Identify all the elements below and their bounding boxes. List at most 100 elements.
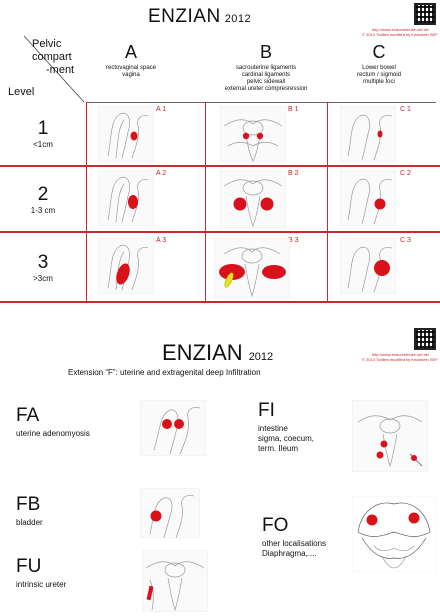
column-desc-a-1: rectovaginal space bbox=[105, 65, 157, 71]
enzian-title-text: ENZIAN bbox=[148, 6, 221, 27]
cell-code-b2: B 2 bbox=[288, 170, 299, 177]
col-divider-1 bbox=[86, 102, 87, 301]
cell-code-b1: B 1 bbox=[288, 106, 299, 113]
cell-code-b3: B 3 bbox=[288, 237, 299, 244]
desc-fi-3: term. Ileum bbox=[258, 444, 299, 453]
illustration-c1 bbox=[340, 106, 396, 162]
lesion-c3 bbox=[374, 260, 390, 276]
cell-code-a3: A 3 bbox=[156, 237, 167, 244]
level-size-1: <1cm bbox=[33, 140, 53, 149]
illustration-b1 bbox=[220, 106, 286, 162]
lesion-a3 bbox=[116, 263, 130, 285]
illustration-fa bbox=[140, 400, 206, 456]
lesion-c1 bbox=[377, 130, 383, 138]
source-url-bottom: http://www.endometriose-sef.de/ bbox=[372, 352, 430, 357]
column-header-b: B sacrouterine ligaments cardinal ligame… bbox=[210, 42, 322, 93]
desc-fo-2: Diaphragma,.... bbox=[262, 549, 317, 558]
illustration-b3 bbox=[214, 238, 290, 298]
lesion-c2 bbox=[374, 198, 386, 210]
corner-line-3: -ment bbox=[46, 64, 75, 76]
enzian-year-bottom: 2012 bbox=[248, 351, 274, 363]
column-desc-b-4: external ureter compresression bbox=[224, 86, 308, 92]
enzian-year: 2012 bbox=[224, 13, 252, 25]
level-row-1: 1 <1cm bbox=[0, 118, 86, 149]
desc-fb-1: bladder bbox=[16, 518, 43, 527]
lesion-b1-left bbox=[242, 132, 250, 140]
qr-code-icon bbox=[414, 3, 436, 25]
illustration-fu bbox=[142, 550, 208, 612]
desc-fi-1: intestine bbox=[258, 424, 288, 433]
corner-level: Level bbox=[8, 86, 35, 98]
desc-fi-2: sigma, coecum, bbox=[258, 434, 315, 443]
corner-diagonal bbox=[23, 35, 85, 103]
lesion-fu bbox=[146, 585, 154, 601]
illustration-fb bbox=[140, 488, 200, 538]
illustration-fo bbox=[352, 496, 436, 572]
illustration-b2 bbox=[220, 170, 286, 228]
corner-pelvic-compartment: Pelvic compart -ment bbox=[32, 38, 74, 77]
illustration-a2 bbox=[98, 170, 154, 226]
level-row-3: 3 >3cm bbox=[0, 252, 86, 283]
lesion-b2-left bbox=[233, 197, 247, 211]
qr-code-icon-bottom bbox=[414, 328, 436, 350]
corner-line-1: Pelvic bbox=[32, 38, 62, 50]
illustration-c2 bbox=[340, 170, 396, 226]
row-divider-2 bbox=[0, 231, 440, 233]
lesion-fo-right bbox=[408, 512, 420, 524]
column-header-c: C Lower bowel rectum / sigmoid multiple … bbox=[336, 42, 422, 86]
lesion-fi-ileum bbox=[411, 455, 417, 461]
column-desc-c-3: multiple foci bbox=[363, 79, 395, 85]
lesion-b1-right bbox=[256, 132, 264, 140]
cell-code-a2: A 2 bbox=[156, 170, 167, 177]
column-desc-c-1: Lower bowel bbox=[362, 65, 396, 71]
column-header-a: A rectovaginal space vagina bbox=[88, 42, 174, 79]
header-divider bbox=[86, 102, 436, 103]
code-fi: FI bbox=[258, 400, 275, 421]
level-number-3: 3 bbox=[37, 252, 49, 273]
enzian-title-bottom: ENZIAN 2012 bbox=[162, 340, 273, 366]
lesion-b3-right bbox=[262, 265, 286, 279]
lesion-fa-right bbox=[174, 419, 184, 429]
source-credit-bottom: © 2013 Tuttlies modified by Keckstein SE… bbox=[362, 357, 438, 362]
lesion-a2 bbox=[128, 195, 138, 209]
corner-line-2: compart bbox=[32, 51, 72, 63]
code-fo: FO bbox=[262, 515, 289, 536]
desc-fo-1: other localisations bbox=[262, 539, 327, 548]
row-divider-1 bbox=[0, 165, 440, 167]
col-divider-3 bbox=[327, 102, 328, 301]
column-desc-c-2: rectum / sigmoid bbox=[356, 72, 401, 78]
lesion-b3-left bbox=[219, 264, 245, 280]
lesion-fo-left bbox=[366, 514, 378, 526]
lesion-a1 bbox=[130, 131, 138, 141]
illustration-c3 bbox=[340, 238, 396, 294]
level-number-2: 2 bbox=[37, 184, 49, 205]
level-row-2: 2 1-3 cm bbox=[0, 184, 86, 215]
level-size-2: 1-3 cm bbox=[30, 206, 56, 215]
lesion-fa-left bbox=[162, 419, 172, 429]
ureter-marker-b3 bbox=[224, 272, 234, 288]
level-size-3: >3cm bbox=[33, 274, 53, 283]
column-desc-b-1: sacrouterine ligaments bbox=[235, 65, 297, 71]
desc-fu-1: intrinsic ureter bbox=[16, 580, 67, 589]
enzian-title: ENZIAN 2012 bbox=[148, 6, 251, 28]
extension-f-caption: Extension “F”: uterine and extragenital … bbox=[68, 368, 261, 377]
column-desc-a-2: vagina bbox=[122, 72, 140, 78]
desc-fa-1: uterine adenomyosis bbox=[16, 429, 90, 438]
cell-code-c3: C 3 bbox=[400, 237, 411, 244]
column-letter-c: C bbox=[372, 42, 386, 62]
cell-code-a1: A 1 bbox=[156, 106, 167, 113]
column-letter-a: A bbox=[124, 42, 137, 62]
source-url: http://www.endometriose-sef.de/ bbox=[372, 27, 430, 32]
code-fa: FA bbox=[16, 405, 40, 426]
lesion-fi-upper bbox=[380, 440, 388, 448]
cell-code-c2: C 2 bbox=[400, 170, 411, 177]
source-credit: © 2013 Tuttlies modified by Keckstein SE… bbox=[362, 32, 438, 37]
enzian-title-bottom-text: ENZIAN bbox=[162, 340, 243, 365]
row-divider-3 bbox=[0, 301, 440, 303]
lesion-b2-right bbox=[260, 197, 274, 211]
column-letter-b: B bbox=[259, 42, 272, 62]
col-divider-2 bbox=[205, 102, 206, 301]
cell-code-c1: C 1 bbox=[400, 106, 411, 113]
lesion-fi-lower bbox=[376, 451, 384, 459]
column-desc-b-3: pelvic sidewall bbox=[246, 79, 286, 85]
